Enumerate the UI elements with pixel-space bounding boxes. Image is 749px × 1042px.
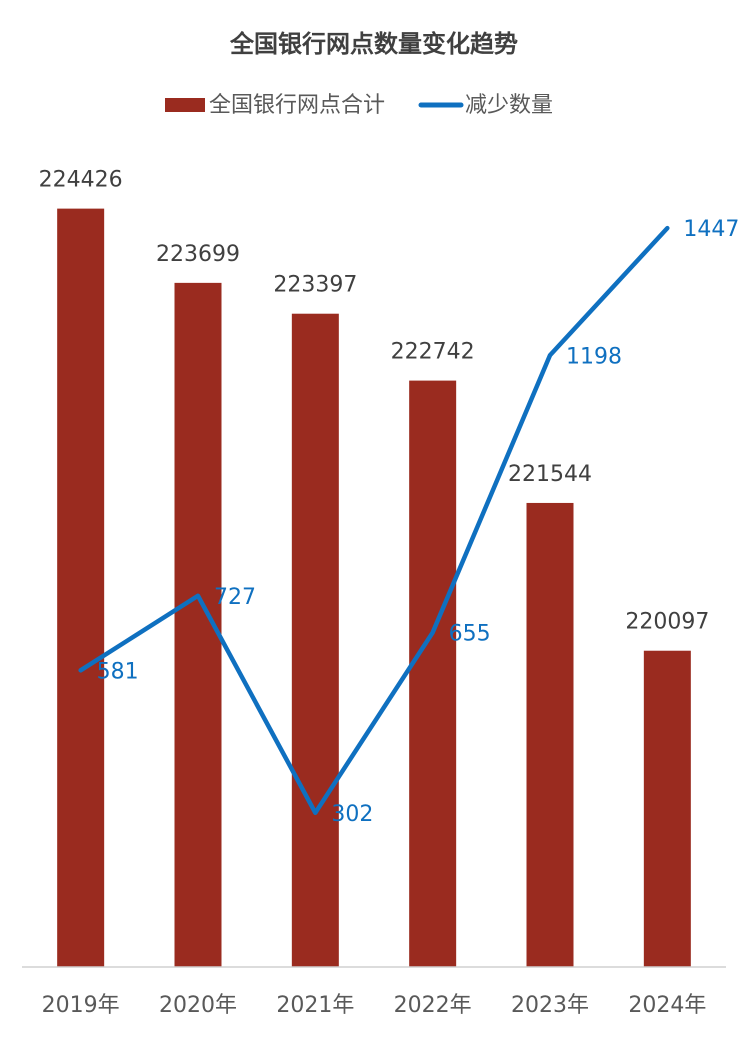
bar xyxy=(291,313,339,967)
chart-title: 全国银行网点数量变化趋势 xyxy=(229,30,518,58)
data-label: 224426 xyxy=(39,168,123,193)
line xyxy=(78,225,670,816)
legend-label: 减少数量 xyxy=(465,93,553,118)
x-tick-label: 2020年 xyxy=(159,993,237,1018)
bar xyxy=(526,502,574,967)
x-tick-label: 2023年 xyxy=(511,993,589,1018)
data-label: 1198 xyxy=(566,344,622,369)
x-tick-label: 2024年 xyxy=(628,993,706,1018)
data-label: 221544 xyxy=(508,462,592,487)
data-label: 655 xyxy=(449,622,491,647)
data-label: 1447 xyxy=(683,217,739,242)
legend: 全国银行网点合计 减少数量 xyxy=(165,93,553,118)
data-label: 727 xyxy=(214,585,256,610)
legend-label: 全国银行网点合计 xyxy=(209,93,385,118)
bar xyxy=(57,208,105,967)
bar xyxy=(409,380,457,967)
data-label: 220097 xyxy=(625,610,709,635)
x-tick-label: 2022年 xyxy=(394,993,472,1018)
data-label: 302 xyxy=(331,802,373,827)
x-tick-label: 2019年 xyxy=(42,993,120,1018)
data-label: 223397 xyxy=(273,273,357,298)
data-label: 223699 xyxy=(156,242,240,267)
data-label: 581 xyxy=(97,659,139,684)
legend-swatch xyxy=(165,98,205,112)
data-label: 222742 xyxy=(391,340,475,365)
bar xyxy=(643,650,691,967)
x-tick-label: 2021年 xyxy=(276,993,354,1018)
